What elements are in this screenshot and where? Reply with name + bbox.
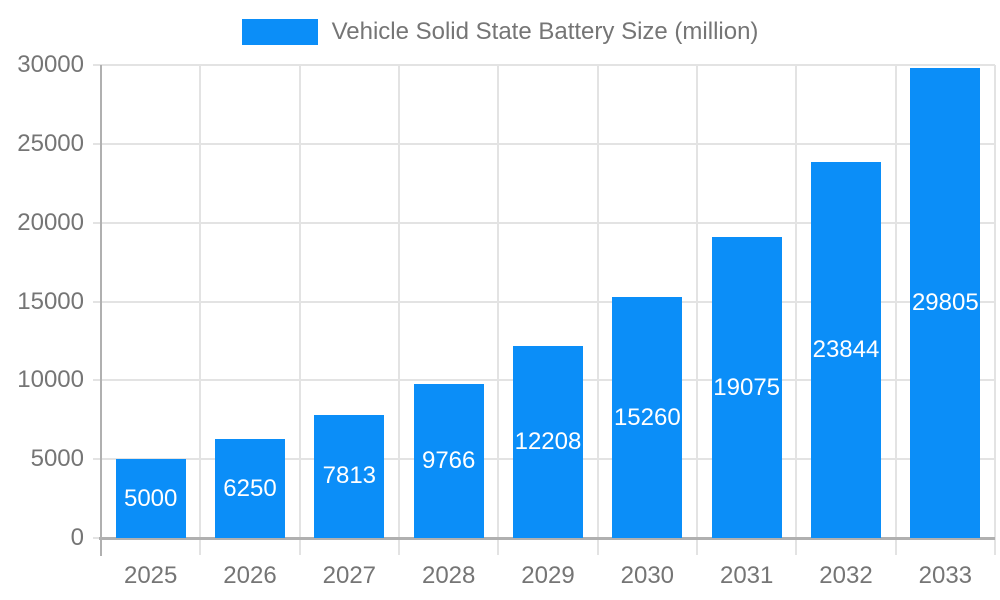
- x-tick-label: 2028: [421, 562, 476, 589]
- x-tick-label: 2033: [918, 562, 973, 589]
- bar-value-label: 12208: [514, 427, 582, 455]
- x-tick-label: 2031: [719, 562, 774, 589]
- y-tick-label: 15000: [17, 287, 84, 315]
- bar-value-label: 29805: [911, 289, 979, 317]
- v-gridline: [398, 65, 400, 555]
- v-gridline: [199, 65, 202, 555]
- h-gridline: [93, 300, 995, 303]
- y-tick-label: 5000: [30, 445, 84, 473]
- x-tick-label: 2027: [322, 562, 377, 589]
- v-gridline: [795, 65, 798, 555]
- bar[interactable]: [811, 162, 881, 538]
- bar-value-label: 5000: [123, 484, 178, 512]
- v-gridline: [497, 65, 500, 555]
- y-tick-label: 10000: [17, 366, 84, 394]
- bar[interactable]: [413, 384, 484, 538]
- y-tick-label: 30000: [17, 51, 84, 78]
- legend-label: Vehicle Solid State Battery Size (millio…: [331, 18, 759, 45]
- x-tick-label: 2032: [819, 562, 873, 589]
- h-gridline: [93, 64, 995, 66]
- x-axis-line: [99, 537, 995, 540]
- bar-value-label: 15260: [613, 403, 681, 431]
- bar-value-label: 23844: [812, 336, 880, 364]
- bar[interactable]: [115, 459, 186, 538]
- bar-value-label: 19075: [713, 373, 781, 401]
- bar[interactable]: [215, 439, 285, 538]
- y-tick-mark: [93, 537, 101, 539]
- v-gridline: [894, 65, 897, 555]
- bar-value-label: 7813: [322, 462, 377, 490]
- bar[interactable]: [314, 414, 385, 538]
- y-tick-label: 0: [70, 524, 84, 551]
- y-axis-line: [100, 65, 102, 556]
- h-gridline: [93, 142, 995, 145]
- bar[interactable]: [513, 345, 583, 538]
- v-gridline: [696, 65, 698, 555]
- v-gridline: [596, 65, 599, 555]
- bar[interactable]: [612, 297, 683, 538]
- bar[interactable]: [711, 237, 782, 538]
- y-tick-label: 25000: [17, 129, 84, 157]
- y-tick-label: 20000: [17, 208, 84, 236]
- v-gridline: [298, 65, 301, 555]
- bar-value-label: 9766: [421, 447, 476, 474]
- bar-value-label: 6250: [223, 474, 277, 502]
- bar[interactable]: [910, 68, 981, 538]
- legend[interactable]: Vehicle Solid State Battery Size (millio…: [0, 19, 1000, 45]
- legend-swatch: [241, 19, 318, 45]
- x-tick-label: 2030: [620, 562, 675, 589]
- x-tick-label: 2026: [223, 562, 277, 589]
- x-tick-label: 2029: [521, 562, 575, 589]
- v-gridline: [994, 65, 996, 555]
- x-tick-label: 2025: [123, 562, 178, 589]
- h-gridline: [93, 221, 995, 224]
